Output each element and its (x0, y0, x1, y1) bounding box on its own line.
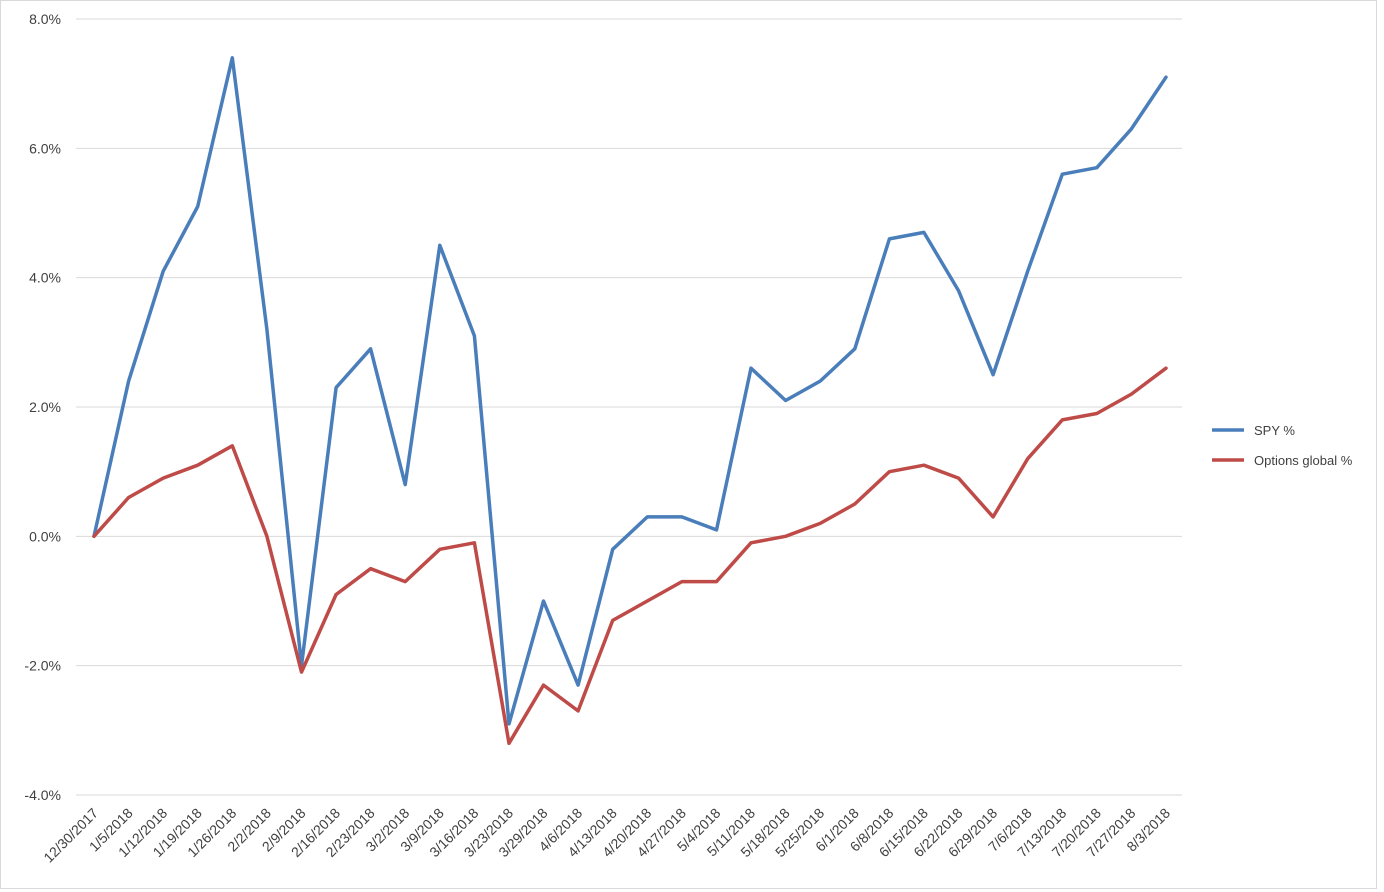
y-tick-label: 6.0% (29, 140, 61, 156)
y-tick-label: 8.0% (29, 11, 61, 27)
legend-label: Options global % (1254, 453, 1353, 468)
y-tick-label: -4.0% (24, 787, 61, 803)
y-axis-tick-labels: -4.0% -2.0% 0.0% 2.0% 4.0% 6.0% 8.0% (24, 11, 61, 803)
legend-label: SPY % (1254, 423, 1295, 438)
legend: SPY % Options global % (1212, 423, 1353, 468)
y-tick-label: 2.0% (29, 399, 61, 415)
y-tick-label: -2.0% (24, 658, 61, 674)
series-line-0 (92, 56, 1168, 726)
series-lines (92, 56, 1168, 746)
series-line-1 (92, 366, 1168, 746)
y-tick-label: 4.0% (29, 270, 61, 286)
y-tick-label: 0.0% (29, 528, 61, 544)
